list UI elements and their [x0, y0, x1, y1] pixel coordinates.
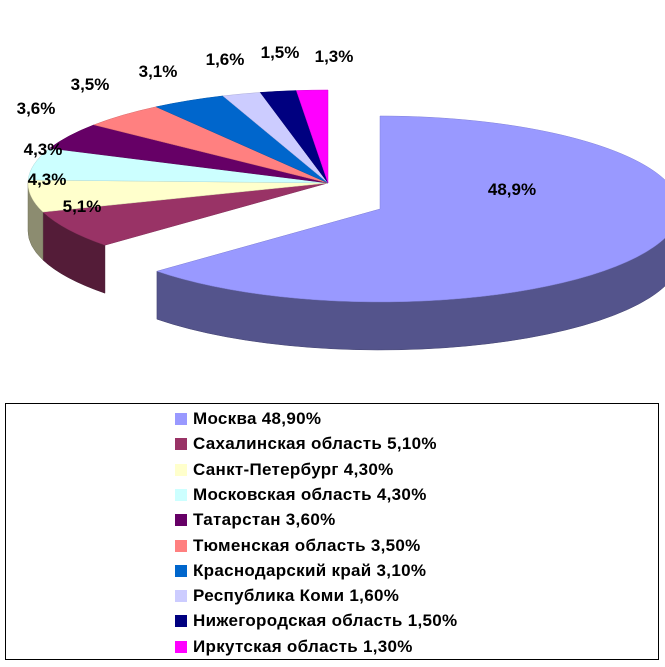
legend-item: Сахалинская область 5,10% — [175, 433, 437, 455]
legend-swatch — [175, 413, 187, 425]
legend-swatch — [175, 463, 187, 476]
data-label: 5,1% — [63, 197, 102, 216]
legend-swatch — [175, 615, 187, 628]
legend-swatch — [175, 539, 187, 552]
data-label: 1,5% — [261, 43, 300, 62]
data-label: 1,3% — [315, 47, 354, 66]
legend-item: Республика Коми 1,60% — [175, 585, 399, 607]
slice-москва — [156, 115, 665, 303]
legend-item: Татарстан 3,60% — [175, 509, 336, 531]
slice-иркутская-область — [295, 89, 329, 184]
legend-swatch — [175, 438, 187, 451]
legend-swatch — [175, 640, 187, 653]
legend-item: Краснодарский край 3,10% — [175, 560, 426, 582]
legend-label: Санкт-Петербург 4,30% — [193, 459, 394, 479]
legend-label: Иркутская область 1,30% — [193, 636, 413, 656]
legend-swatch — [175, 564, 187, 577]
legend-label: Республика Коми 1,60% — [193, 586, 400, 606]
slice-сахалинская-область — [42, 182, 329, 246]
legend-swatch — [175, 488, 187, 501]
legend-item: Санкт-Петербург 4,30% — [175, 459, 394, 481]
pie-slices — [27, 89, 665, 351]
legend-item: Иркутская область 1,30% — [175, 636, 413, 658]
legend-item: Тюменская область 3,50% — [175, 535, 421, 557]
pie-data-labels: 48,9% 5,1% 4,3% 4,3% 3,6% 3,5% 3,1% 1,6% 1,5% 1,3… — [17, 43, 536, 216]
data-label: 4,3% — [24, 140, 63, 159]
legend-item: Нижегородская область 1,50% — [175, 610, 457, 632]
chart-legend: Москва 48,90% Сахалинская область 5,10% Са… — [5, 403, 659, 660]
pie-chart: 48,9% 5,1% 4,3% 4,3% 3,6% 3,5% 3,1% 1,6% 1,5% 1,3… — [17, 43, 665, 351]
legend-swatch — [175, 514, 187, 527]
data-label: 3,6% — [17, 99, 56, 118]
legend-item: Москва 48,90% — [175, 408, 321, 430]
legend-item: Московская область 4,30% — [175, 484, 427, 506]
legend-label: Татарстан 3,60% — [193, 510, 336, 530]
legend-label: Тюменская область 3,50% — [193, 535, 421, 555]
data-label: 3,5% — [71, 75, 110, 94]
data-label: 3,1% — [139, 62, 178, 81]
data-label: 4,3% — [28, 170, 67, 189]
data-label: 1,6% — [206, 50, 245, 69]
legend-label: Нижегородская область 1,50% — [193, 611, 458, 631]
data-label: 48,9% — [488, 180, 536, 199]
legend-label: Сахалинская область 5,10% — [193, 434, 437, 454]
legend-swatch — [175, 590, 187, 603]
legend-label: Москва 48,90% — [193, 409, 322, 428]
legend-label: Краснодарский край 3,10% — [193, 560, 427, 580]
legend-label: Московская область 4,30% — [193, 484, 427, 504]
